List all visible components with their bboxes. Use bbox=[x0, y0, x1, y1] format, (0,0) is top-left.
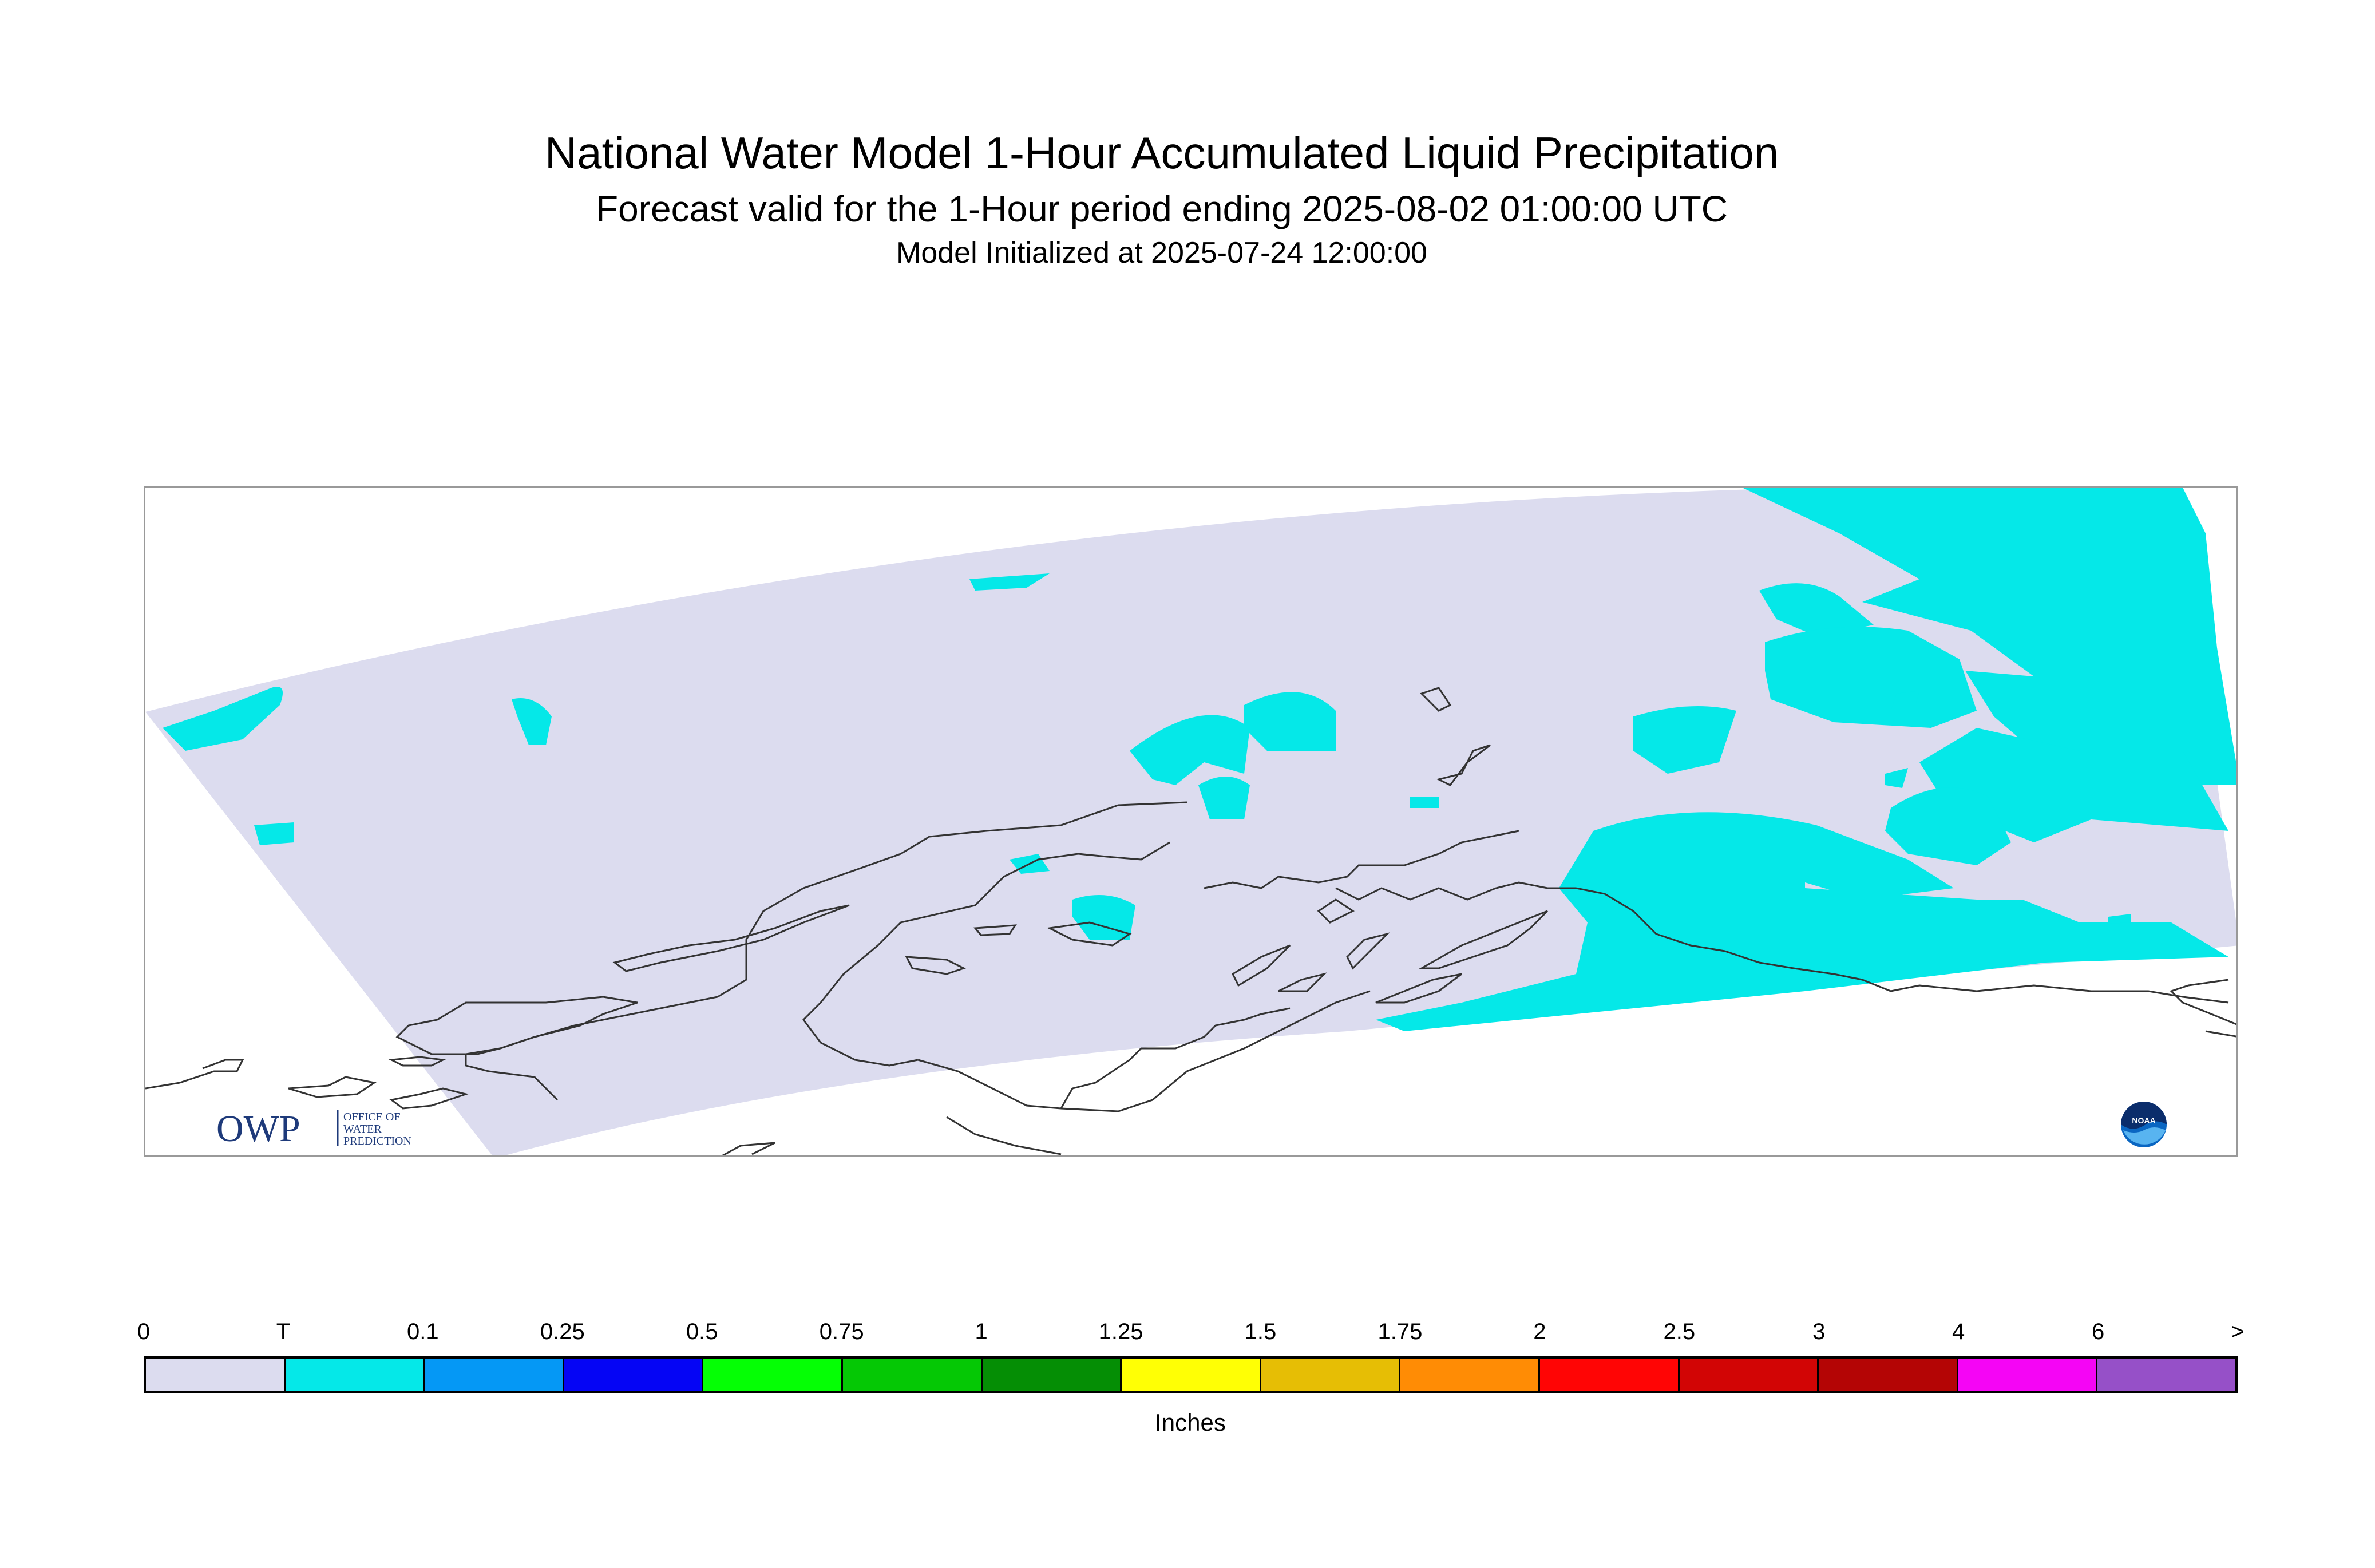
legend-swatch bbox=[146, 1359, 286, 1391]
svg-text:OFFICE OF: OFFICE OF bbox=[343, 1111, 400, 1123]
legend-tick-label: 2.5 bbox=[1663, 1319, 1696, 1344]
precip-area bbox=[1891, 691, 1919, 711]
coastline bbox=[722, 1142, 775, 1155]
legend-tick-label: 0.75 bbox=[819, 1319, 864, 1344]
coastline bbox=[1375, 973, 1462, 1004]
coastline bbox=[389, 1087, 469, 1110]
precip-area bbox=[512, 698, 552, 745]
precip-area bbox=[1765, 627, 1977, 728]
precip-area bbox=[1130, 715, 1250, 785]
coastline bbox=[288, 1076, 377, 1098]
noaa-logo: NOAA bbox=[2120, 1100, 2168, 1149]
coastline bbox=[395, 996, 638, 1055]
legend-tick-label: 0.1 bbox=[407, 1319, 439, 1344]
coastline bbox=[1335, 881, 1576, 901]
legend-tick-label: 1 bbox=[975, 1319, 988, 1344]
legend-tick-label: T bbox=[276, 1319, 291, 1344]
legend-swatch bbox=[1261, 1359, 1401, 1391]
precip-area bbox=[1885, 768, 1908, 788]
legend-tick-label: 3 bbox=[1812, 1319, 1826, 1344]
svg-text:PREDICTION: PREDICTION bbox=[343, 1135, 411, 1147]
svg-text:NOAA: NOAA bbox=[2132, 1116, 2155, 1125]
legend-swatch bbox=[1819, 1359, 1958, 1391]
precip-area bbox=[1072, 895, 1135, 940]
forecast-valid-subtitle: Forecast valid for the 1-Hour period end… bbox=[595, 188, 1728, 229]
precip-area bbox=[1759, 583, 1874, 636]
precip-area bbox=[2108, 914, 2131, 924]
legend-tick-label: 6 bbox=[2091, 1319, 2105, 1344]
precip-area bbox=[254, 822, 294, 845]
legend-swatch bbox=[1400, 1359, 1540, 1391]
coastline bbox=[1436, 744, 1491, 786]
legend-tick-label: 1.5 bbox=[1244, 1319, 1277, 1344]
legend-tick-label: 2 bbox=[1533, 1319, 1546, 1344]
coastline bbox=[1204, 830, 1519, 889]
legend-swatch bbox=[982, 1359, 1122, 1391]
coastline bbox=[1576, 887, 2229, 1004]
legend-tick-label: 0 bbox=[137, 1319, 151, 1344]
precipitation-areas bbox=[163, 488, 2236, 1031]
coastline bbox=[2205, 1030, 2236, 1038]
precip-area bbox=[1633, 706, 1736, 774]
coastline bbox=[1418, 910, 1549, 969]
coastline bbox=[612, 904, 850, 972]
coastline bbox=[917, 1059, 1062, 1110]
legend-swatch bbox=[1539, 1359, 1680, 1391]
coastline bbox=[1060, 990, 1371, 1112]
model-initialized-label: Model Initialized at 2025-07-24 12:00:00 bbox=[896, 236, 1427, 270]
coastline bbox=[145, 1059, 244, 1090]
legend-swatch bbox=[285, 1359, 425, 1391]
legend-tick-label: 0.25 bbox=[540, 1319, 585, 1344]
coastline bbox=[802, 841, 1170, 1067]
coastline bbox=[1420, 687, 1452, 712]
coastline bbox=[1346, 932, 1390, 970]
legend-swatch bbox=[1679, 1359, 1819, 1391]
legend-tick-label: 1.25 bbox=[1098, 1319, 1143, 1344]
coastline bbox=[2170, 979, 2236, 1025]
legend-tick-label: 0.5 bbox=[686, 1319, 718, 1344]
precip-area bbox=[1244, 692, 1336, 751]
coastline bbox=[1232, 944, 1291, 987]
legend-swatch bbox=[425, 1359, 564, 1391]
legend-units-label: Inches bbox=[1155, 1409, 1226, 1436]
coastlines bbox=[145, 687, 2236, 1155]
legend-swatch bbox=[1122, 1359, 1261, 1391]
precip-area bbox=[1410, 797, 1439, 808]
precipitation-legend bbox=[144, 1356, 2238, 1393]
owp-logo: OWP OFFICE OF WATER PREDICTION bbox=[216, 1106, 422, 1149]
legend-swatch bbox=[564, 1359, 704, 1391]
coastline bbox=[388, 1056, 446, 1067]
precip-area bbox=[1885, 787, 2011, 865]
coastline bbox=[1047, 921, 1132, 947]
legend-tick-label: > bbox=[2231, 1319, 2245, 1344]
legend-swatch bbox=[842, 1359, 983, 1391]
coastline bbox=[946, 1116, 1062, 1155]
precip-area bbox=[969, 573, 1050, 591]
precip-area bbox=[1376, 812, 2228, 1031]
coastline bbox=[465, 801, 1188, 1101]
legend-tick-label: 4 bbox=[1952, 1319, 1965, 1344]
precip-area bbox=[163, 687, 283, 751]
legend-tick-label: 1.75 bbox=[1378, 1319, 1423, 1344]
coastline bbox=[973, 924, 1017, 936]
owp-logo-mark: OWP bbox=[216, 1108, 300, 1149]
map-canvas bbox=[145, 488, 2236, 1155]
coastline bbox=[905, 956, 966, 975]
coastline bbox=[1060, 1007, 1291, 1109]
legend-labels: 0 T 0.1 0.25 0.5 0.75 1 1.25 1.5 1.75 2 2.5 3 4 6 > bbox=[137, 1319, 2245, 1348]
legend-swatch bbox=[1958, 1359, 2098, 1391]
precip-area bbox=[1742, 488, 2236, 785]
coastline bbox=[1317, 898, 1355, 924]
precipitation-map: OWP OFFICE OF WATER PREDICTION NOAA bbox=[144, 486, 2238, 1157]
svg-text:WATER: WATER bbox=[343, 1123, 382, 1135]
legend-swatch bbox=[2097, 1359, 2235, 1391]
map-title: National Water Model 1-Hour Accumulated … bbox=[544, 128, 1779, 178]
legend-swatch bbox=[703, 1359, 843, 1391]
coastline bbox=[1278, 972, 1327, 992]
precip-area bbox=[1198, 777, 1250, 819]
